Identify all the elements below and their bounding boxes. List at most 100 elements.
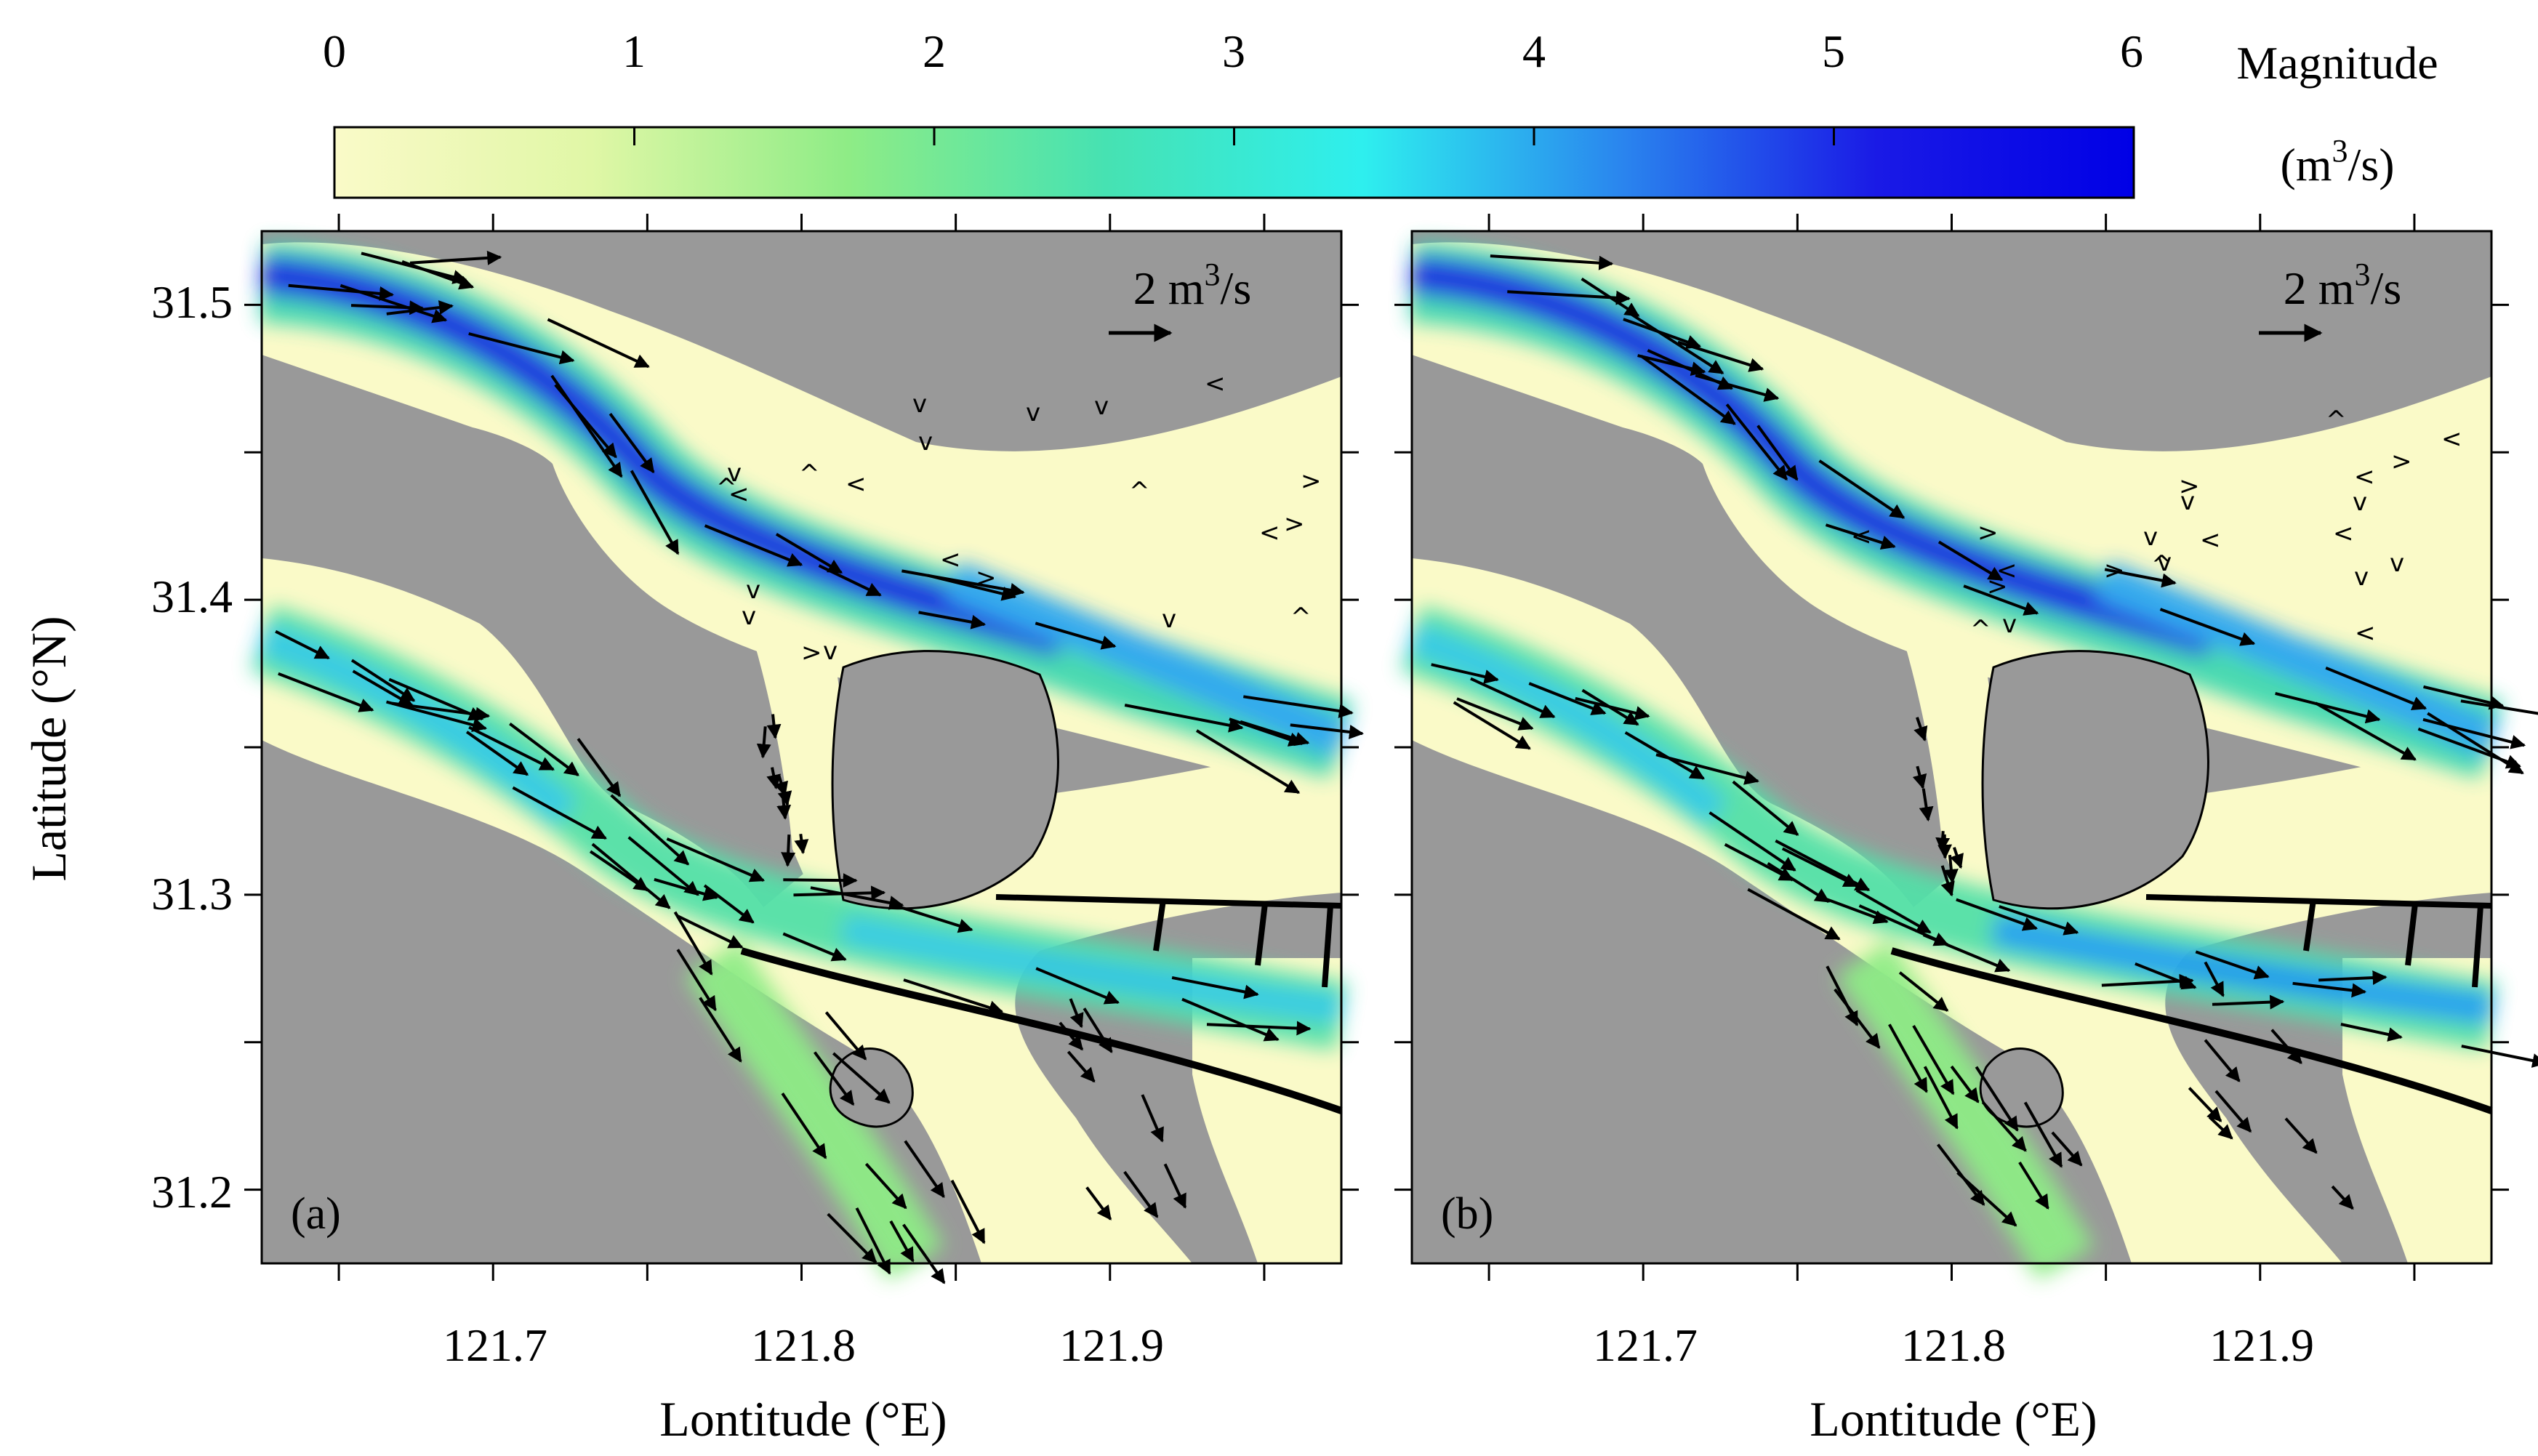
groyne: [2472, 905, 2483, 988]
velocity-vector: [1647, 349, 1734, 390]
velocity-vector: [1767, 862, 1830, 904]
south-jet-east: [1990, 912, 2494, 1026]
small-vector-glyph: <: [2441, 425, 2462, 454]
x-tick-label: 121.9: [1059, 1319, 1164, 1371]
axis-ticks: [244, 214, 1359, 1281]
south-branch-flow: [1835, 940, 2095, 1280]
speed-field: [1400, 242, 2504, 1280]
colorbar-tick-label: 3: [1222, 25, 1245, 77]
velocity-vector: [609, 413, 655, 474]
y-tick-label: 31.5: [151, 276, 233, 328]
velocity-vector: [509, 723, 579, 776]
velocity-vector: [591, 842, 671, 909]
velocity-vector: [1470, 677, 1556, 719]
small-vector-glyph: ^: [799, 459, 820, 488]
velocity-vector: [1825, 523, 1896, 550]
middle-passage: [1899, 624, 2009, 900]
small-vector-glyph: v: [2354, 563, 2369, 592]
velocity-vector: [654, 877, 718, 901]
velocity-vector: [2270, 1029, 2302, 1064]
velocity-vector: [1913, 717, 1928, 741]
velocity-vector: [666, 837, 766, 882]
north-jet-core: [1410, 254, 2217, 658]
velocity-vector: [2195, 950, 2270, 980]
y-tick-labels: 31.5 31.4 31.3 31.2: [151, 276, 233, 1218]
small-vector-glyph: ^: [716, 473, 737, 502]
small-vector-glyph: v: [2180, 487, 2195, 516]
velocity-vector: [1781, 847, 1859, 888]
velocity-vector: [864, 1162, 907, 1210]
y-axis-label: Latitude (°N): [21, 616, 76, 881]
velocity-vector: [774, 773, 788, 797]
velocity-vector: [1981, 1101, 2027, 1152]
velocity-vector: [2331, 1185, 2354, 1210]
velocity-vector: [1141, 1094, 1164, 1143]
velocity-vector: [1528, 682, 1607, 715]
small-vector-glyph: <: [940, 545, 961, 574]
north-jetty: [2145, 894, 2492, 909]
velocity-vector: [927, 574, 1017, 601]
north-jetty: [995, 894, 1342, 909]
velocity-vector: [1949, 847, 1964, 869]
small-vector-glyph: ^: [1970, 615, 1991, 644]
small-vector-glyph: >: [1284, 510, 1305, 539]
velocity-vector: [2104, 568, 2177, 588]
velocity-vector: [361, 252, 468, 284]
small-vector-glyph: >: [2179, 472, 2200, 501]
velocity-vector: [589, 850, 649, 892]
small-vector-glyph: >: [801, 638, 822, 667]
velocity-vector: [1888, 1023, 1928, 1093]
velocity-vector: [766, 714, 782, 739]
velocity-vector: [352, 669, 414, 707]
velocity-vector: [794, 834, 809, 855]
velocity-vector: [1083, 1007, 1113, 1053]
small-vector-glyph: <: [1851, 522, 1872, 551]
velocity-vector: [1818, 459, 1905, 519]
small-vector-glyph: <: [846, 470, 867, 499]
colorbar-tick-label: 4: [1522, 25, 1546, 77]
x-tick-labels-a: 121.7 121.8 121.9: [443, 1319, 1164, 1371]
x-tick-label: 121.9: [2209, 1319, 2314, 1371]
velocity-vector: [2284, 1117, 2318, 1154]
y-tick-label: 31.3: [151, 868, 233, 920]
velocity-vector: [1747, 888, 1841, 941]
velocity-vector: [1290, 723, 1364, 739]
velocity-vector: [2325, 666, 2427, 710]
small-vector-glyph: <: [2355, 619, 2376, 648]
scale-label: 2 m3/s: [2284, 257, 2401, 314]
velocity-vector: [1834, 988, 1881, 1049]
map-panel-content: >v^vvv^v<vv<<v<<v^>>>^ 2 m3/s (a): [250, 231, 1364, 1284]
velocity-vector: [904, 1140, 945, 1199]
velocity-vector: [781, 834, 796, 867]
velocity-vector: [1490, 254, 1614, 270]
velocity-vector: [782, 932, 847, 962]
velocity-vector: [1507, 290, 1631, 305]
velocity-vector: [676, 949, 717, 1012]
velocity-vector: [1456, 697, 1534, 731]
velocity-vector: [1975, 1066, 2019, 1132]
x-tick-label: 121.7: [1593, 1319, 1698, 1371]
velocity-vector: [2423, 685, 2505, 710]
velocity-vector: [1912, 1024, 1955, 1095]
velocity-vector: [810, 886, 904, 910]
velocity-vector: [512, 786, 607, 840]
velocity-vector: [1919, 788, 1934, 822]
velocity-vector: [1826, 965, 1859, 1026]
velocity-vector: [554, 384, 617, 459]
small-vector-glyph: <: [1996, 556, 2017, 585]
small-vector-glyph: >: [1987, 572, 2008, 601]
velocity-vector: [793, 885, 886, 901]
velocity-vector: [1858, 904, 1949, 946]
south-jetty: [740, 947, 1343, 1114]
velocity-vector: [950, 1179, 986, 1244]
groyne: [2405, 903, 2418, 966]
velocity-vector: [1206, 1021, 1312, 1036]
groyne: [1255, 903, 1268, 966]
velocity-vector: [2212, 994, 2285, 1010]
south-jet-core: [1406, 622, 1728, 826]
velocity-vector: [918, 611, 987, 630]
velocity-vector: [824, 1011, 867, 1061]
velocity-vector: [2318, 970, 2388, 986]
velocity-vector: [1732, 780, 1799, 836]
velocity-vector: [1035, 967, 1120, 1005]
